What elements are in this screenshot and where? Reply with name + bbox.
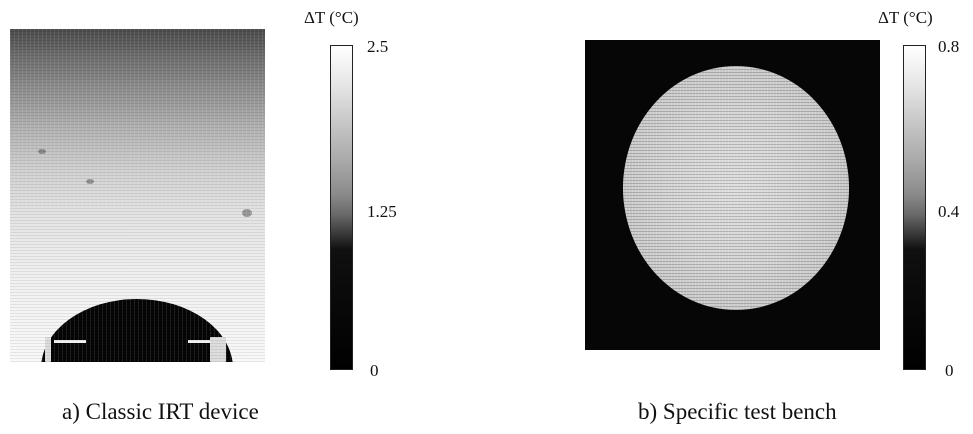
colorbar-b-tick-max: 0.8	[938, 37, 960, 56]
colorbar-a	[330, 45, 353, 370]
colorbar-a-tick-mid: 1.25	[367, 202, 397, 221]
colorbar-b-unit-label: ΔT (°C)	[878, 8, 933, 27]
caption-a: a) Classic IRT device	[62, 399, 259, 424]
surface-speck	[86, 179, 94, 184]
colorbar-b-tick-min: 0	[945, 361, 954, 380]
surface-speck	[38, 149, 46, 154]
colorbar-a-tick-max: 2.5	[367, 37, 389, 56]
specimen-edge-right	[210, 337, 226, 362]
specimen-dome	[41, 299, 233, 362]
heated-spot	[623, 66, 849, 310]
specimen-bar-left	[54, 340, 86, 343]
colorbar-b-tick-mid: 0.4	[938, 202, 960, 221]
thermal-image-classic-irt	[10, 29, 265, 362]
colorbar-b	[903, 45, 926, 370]
colorbar-a-unit-label: ΔT (°C)	[304, 8, 359, 27]
specimen-edge-left	[45, 337, 51, 362]
caption-b: b) Specific test bench	[638, 399, 837, 424]
colorbar-a-tick-min: 0	[370, 361, 379, 380]
specimen-bar-right	[188, 340, 210, 343]
surface-speck	[242, 209, 252, 217]
thermal-image-test-bench	[585, 40, 880, 350]
